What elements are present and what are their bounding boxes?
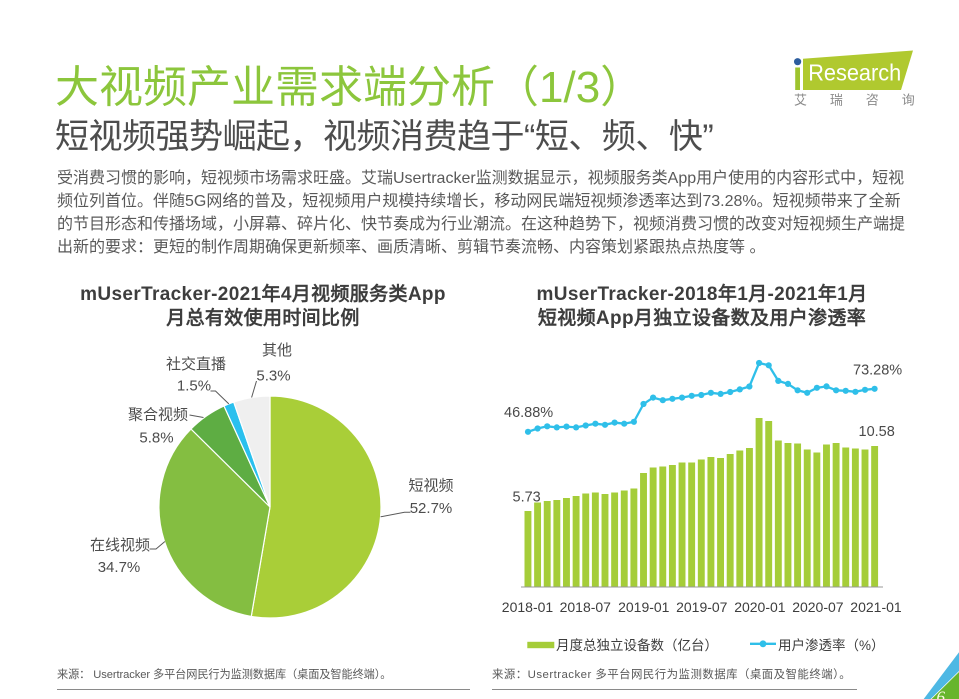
svg-text:73.28%: 73.28% [853,363,902,379]
svg-text:在线视频: 在线视频 [90,537,150,554]
svg-text:2019-01: 2019-01 [618,599,670,615]
svg-text:5.8%: 5.8% [139,430,173,447]
svg-text:其他: 其他 [262,342,292,359]
svg-text:52.7%: 52.7% [410,500,453,517]
svg-text:2021-01: 2021-01 [850,599,902,615]
svg-text:2018-01: 2018-01 [502,599,554,615]
svg-text:月度总独立设备数（亿台）: 月度总独立设备数（亿台） [556,637,718,653]
svg-text:5.73: 5.73 [513,490,541,506]
svg-text:2018-07: 2018-07 [560,599,612,615]
svg-text:46.88%: 46.88% [504,405,553,421]
svg-text:5.3%: 5.3% [256,368,290,385]
svg-text:2020-01: 2020-01 [734,599,786,615]
svg-text:34.7%: 34.7% [98,559,141,576]
svg-text:社交直播: 社交直播 [166,355,226,373]
svg-text:2020-07: 2020-07 [792,599,844,615]
svg-text:用户渗透率（%）: 用户渗透率（%） [778,637,885,653]
svg-text:艾瑞咨询: 艾瑞咨询 [794,93,920,108]
svg-text:1.5%: 1.5% [177,378,211,395]
svg-text:6: 6 [937,688,946,699]
svg-text:10.58: 10.58 [859,424,895,440]
svg-text:短视频: 短视频 [408,478,453,495]
svg-text:聚合视频: 聚合视频 [128,407,188,424]
svg-text:2019-07: 2019-07 [676,599,728,615]
svg-text:Research: Research [808,60,901,86]
